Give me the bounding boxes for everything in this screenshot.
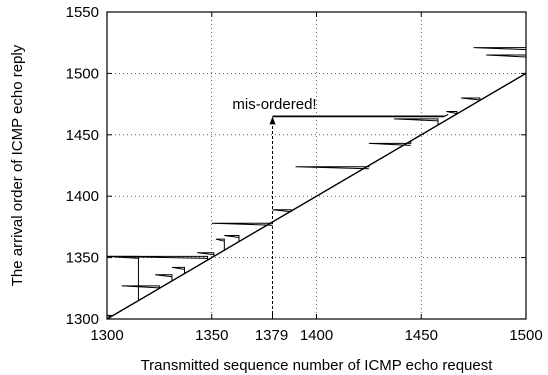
y-tick-label: 1350 (66, 250, 99, 267)
reorder-spike (393, 118, 439, 125)
diagonal-line (106, 72, 527, 320)
annotation-arrowhead (269, 116, 276, 125)
x-tick-label: 1450 (405, 327, 438, 344)
grid (107, 12, 526, 319)
reorder-spike (272, 209, 292, 213)
reorder-spike (446, 110, 458, 114)
y-tick-label: 1550 (66, 4, 99, 21)
reorder-spike (215, 238, 225, 251)
x-tick-label: 1300 (90, 327, 123, 344)
reorder-spike (224, 234, 240, 242)
y-tick-label: 1400 (66, 188, 99, 205)
x-tick-label: 1500 (509, 327, 542, 344)
reorder-spike (106, 255, 139, 301)
reorder-spike (106, 314, 112, 318)
y-axis-title: The arrival order of ICMP echo reply (9, 44, 26, 286)
y-tick-label: 1500 (66, 65, 99, 82)
axis-ticks: 1300 1350 1400 1450 1500 1379 1300 1350 1400 1450… (66, 4, 543, 344)
reorder-spike (473, 47, 527, 74)
reorder-spike (106, 255, 209, 261)
y-tick-label: 1450 (66, 127, 99, 144)
reorder-spike (461, 97, 481, 101)
highlight-segment-tip (444, 113, 449, 117)
reorder-spike (121, 285, 160, 289)
x-tick-label: 1350 (195, 327, 228, 344)
reorder-spike (295, 165, 370, 170)
annotation: mis-ordered! (232, 96, 317, 319)
reorder-spike (486, 54, 527, 74)
annotation-label: mis-ordered! (232, 96, 316, 113)
x-tick-label: 1400 (300, 327, 333, 344)
y-tick-label: 1300 (66, 311, 99, 328)
reorder-spike (368, 140, 412, 146)
x-tick-label-1379: 1379 (255, 327, 288, 344)
reorder-spike (171, 266, 186, 274)
x-axis-title: Transmitted sequence number of ICMP echo… (141, 357, 494, 374)
reorder-spike (155, 274, 173, 281)
reorder-spike (211, 221, 274, 226)
reorder-spike (197, 252, 215, 257)
